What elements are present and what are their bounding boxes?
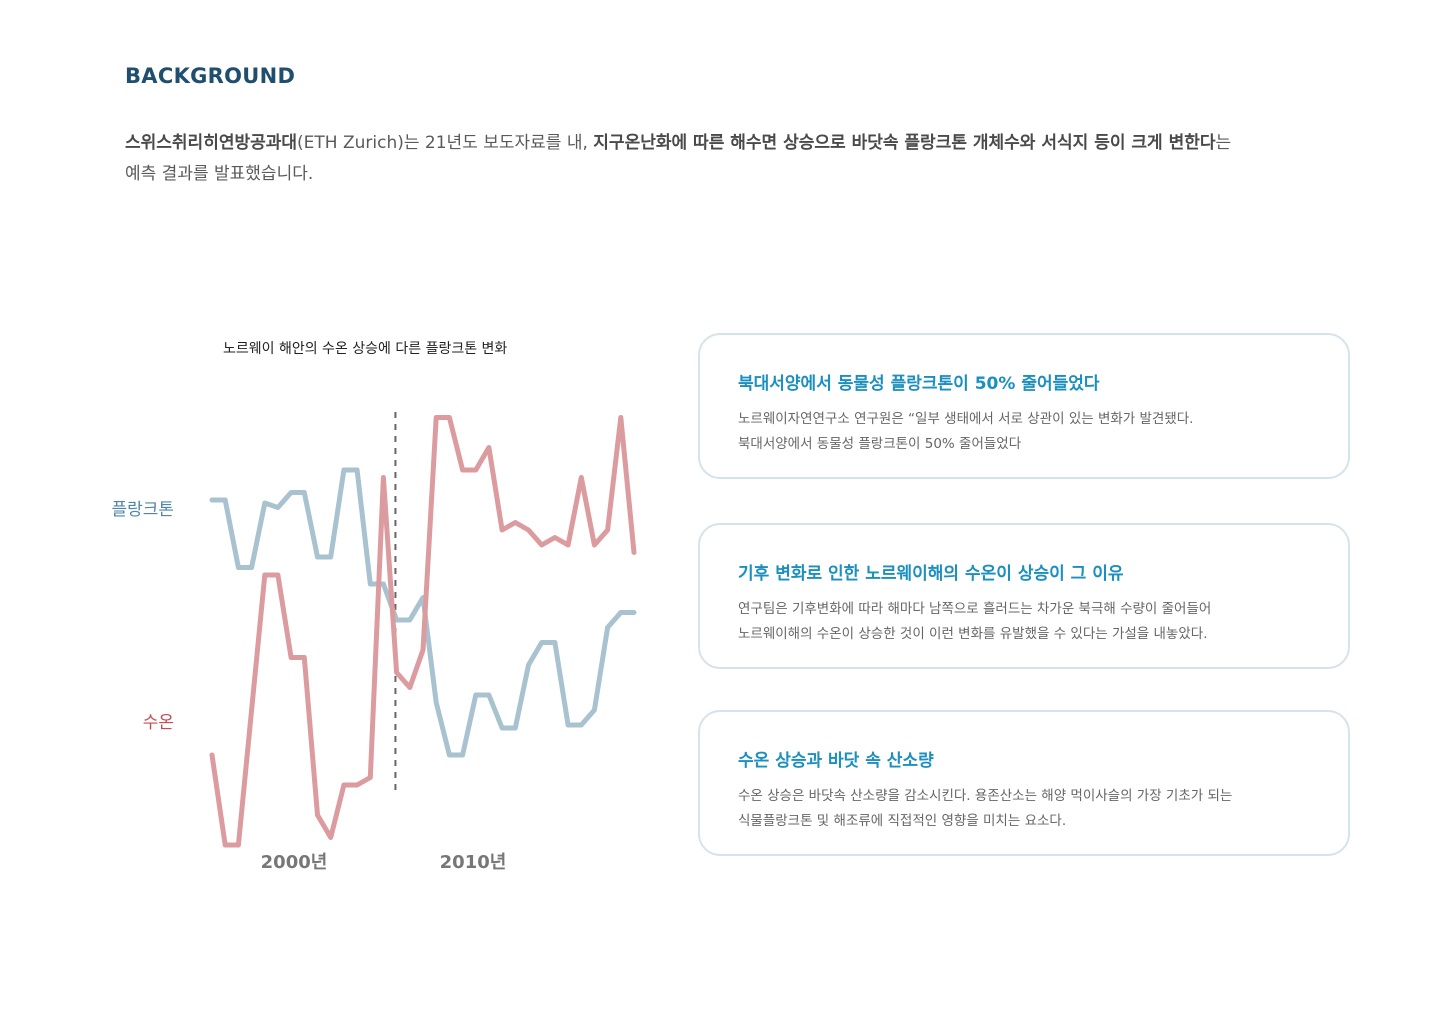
card-body: 수온 상승은 바닷속 산소량을 감소시킨다. 용존산소는 해양 먹이사슬의 가장… bbox=[738, 784, 1328, 834]
intro-institution: 스위스취리히연방공과대 bbox=[125, 133, 298, 153]
info-card-oxygen: 수온 상승과 바닷 속 산소량 수온 상승은 바닷속 산소량을 감소시킨다. 용… bbox=[698, 710, 1350, 856]
line-chart: 플랑크톤 수온 2000년 2010년 bbox=[111, 412, 637, 873]
card-body: 연구팀은 기후변화에 따라 해마다 남쪽으로 흘러드는 차가운 북극해 수량이 … bbox=[738, 597, 1328, 647]
info-card-plankton-decline: 북대서양에서 동물성 플랑크톤이 50% 줄어들었다 노르웨이자연연구소 연구원… bbox=[698, 333, 1350, 479]
x-tick-label-2000: 2000년 bbox=[261, 852, 328, 873]
series-line-water-temp bbox=[209, 415, 637, 848]
series-label-plankton: 플랑크톤 bbox=[111, 500, 174, 520]
card-body-line: 노르웨이해의 수온이 상승한 것이 이런 변화를 유발했을 수 있다는 가설을 … bbox=[738, 626, 1208, 642]
chart-title: 노르웨이 해안의 수온 상승에 다른 플랑크톤 변화 bbox=[223, 341, 508, 357]
intro-paragraph: 스위스취리히연방공과대(ETH Zurich)는 21년도 보도자료를 내, 지… bbox=[125, 128, 1245, 190]
intro-text-2: 는 예측 결과를 발표했습니다. bbox=[125, 133, 1232, 184]
intro-highlight: 지구온난화에 따른 해수면 상승으로 바닷속 플랑크톤 개체수와 서식지 등이 … bbox=[593, 133, 1216, 153]
card-body-line: 연구팀은 기후변화에 따라 해마다 남쪽으로 흘러드는 차가운 북극해 수량이 … bbox=[738, 601, 1212, 617]
card-body-line: 북대서양에서 동물성 플랑크톤이 50% 줄어들었다 bbox=[738, 436, 1022, 452]
x-tick-label-2010: 2010년 bbox=[440, 852, 507, 873]
series-line-plankton bbox=[209, 467, 637, 758]
series-label-water-temp: 수온 bbox=[143, 713, 174, 733]
card-body-line: 노르웨이자연연구소 연구원은 “일부 생태에서 서로 상관이 있는 변화가 발견… bbox=[738, 411, 1194, 427]
card-title: 북대서양에서 동물성 플랑크톤이 50% 줄어들었다 bbox=[738, 374, 1100, 394]
card-body-line: 식물플랑크톤 및 해조류에 직접적인 영향을 미치는 요소다. bbox=[738, 813, 1067, 829]
card-body-line: 수온 상승은 바닷속 산소량을 감소시킨다. 용존산소는 해양 먹이사슬의 가장… bbox=[738, 788, 1233, 804]
card-body: 노르웨이자연연구소 연구원은 “일부 생태에서 서로 상관이 있는 변화가 발견… bbox=[738, 407, 1328, 457]
info-card-climate-reason: 기후 변화로 인한 노르웨이해의 수온이 상승이 그 이유 연구팀은 기후변화에… bbox=[698, 523, 1350, 669]
section-title: BACKGROUND bbox=[125, 64, 296, 88]
intro-text-1: (ETH Zurich)는 21년도 보도자료를 내, bbox=[297, 133, 594, 153]
card-title: 기후 변화로 인한 노르웨이해의 수온이 상승이 그 이유 bbox=[738, 564, 1124, 584]
card-title: 수온 상승과 바닷 속 산소량 bbox=[738, 751, 934, 771]
